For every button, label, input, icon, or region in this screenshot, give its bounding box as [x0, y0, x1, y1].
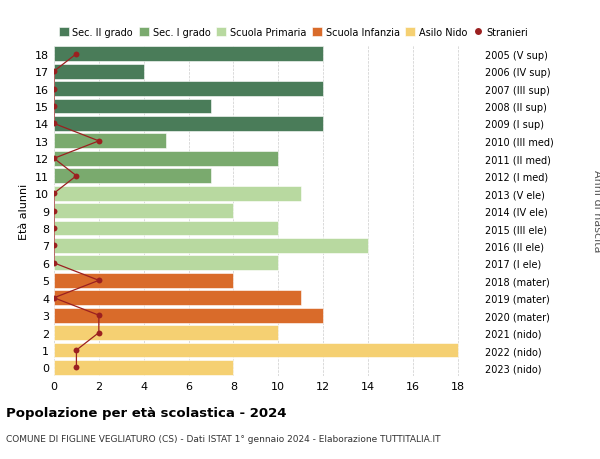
Bar	[54, 325, 278, 340]
Bar	[54, 221, 278, 236]
Point	[71, 347, 81, 354]
Text: Popolazione per età scolastica - 2024: Popolazione per età scolastica - 2024	[6, 406, 287, 419]
Bar	[54, 134, 166, 149]
Point	[49, 225, 59, 232]
Bar	[54, 343, 458, 358]
Point	[71, 364, 81, 371]
Point	[71, 173, 81, 180]
Bar	[54, 256, 278, 271]
Bar	[54, 82, 323, 97]
Point	[49, 207, 59, 215]
Point	[49, 294, 59, 302]
Point	[49, 260, 59, 267]
Text: Anni di nascita: Anni di nascita	[592, 170, 600, 252]
Point	[49, 68, 59, 76]
Point	[94, 138, 104, 145]
Point	[71, 51, 81, 58]
Point	[49, 103, 59, 111]
Bar	[54, 100, 211, 114]
Point	[49, 86, 59, 93]
Text: COMUNE DI FIGLINE VEGLIATURO (CS) - Dati ISTAT 1° gennaio 2024 - Elaborazione TU: COMUNE DI FIGLINE VEGLIATURO (CS) - Dati…	[6, 434, 440, 443]
Bar	[54, 239, 368, 253]
Legend: Sec. II grado, Sec. I grado, Scuola Primaria, Scuola Infanzia, Asilo Nido, Stran: Sec. II grado, Sec. I grado, Scuola Prim…	[59, 28, 529, 38]
Point	[49, 190, 59, 197]
Bar	[54, 117, 323, 132]
Bar	[54, 204, 233, 218]
Point	[94, 312, 104, 319]
Point	[94, 277, 104, 285]
Point	[49, 121, 59, 128]
Y-axis label: Età alunni: Età alunni	[19, 183, 29, 239]
Point	[94, 329, 104, 336]
Point	[49, 155, 59, 162]
Bar	[54, 308, 323, 323]
Bar	[54, 186, 301, 201]
Bar	[54, 169, 211, 184]
Bar	[54, 151, 278, 166]
Bar	[54, 291, 301, 306]
Bar	[54, 47, 323, 62]
Bar	[54, 273, 233, 288]
Bar	[54, 360, 233, 375]
Bar	[54, 65, 143, 79]
Point	[49, 242, 59, 250]
